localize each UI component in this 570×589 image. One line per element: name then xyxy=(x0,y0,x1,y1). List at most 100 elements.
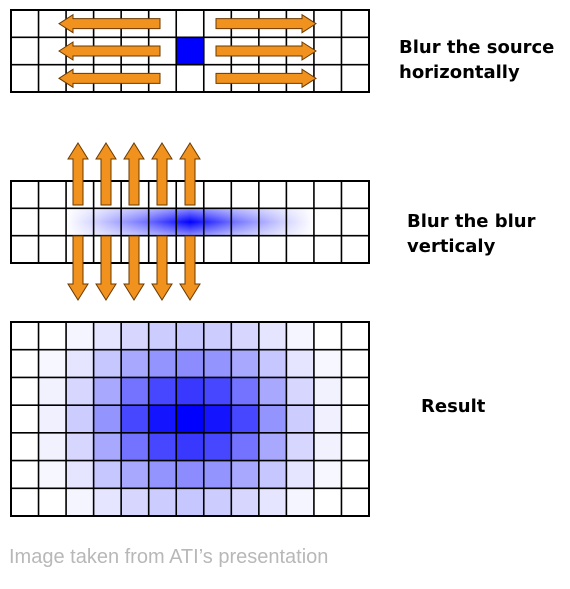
result-cell xyxy=(38,405,67,433)
source-grid-border xyxy=(10,9,370,93)
horizontal-blur-softening xyxy=(66,208,314,236)
result-cell xyxy=(66,349,94,378)
result-grid-border xyxy=(10,321,370,517)
step1-label: Blur the source horizontally xyxy=(399,35,554,85)
down-arrow xyxy=(95,235,117,301)
result-cell xyxy=(38,432,67,461)
result-cell xyxy=(313,405,342,433)
down-arrow xyxy=(123,235,145,301)
result-cell xyxy=(203,488,232,516)
up-arrow xyxy=(179,142,201,206)
result-cell xyxy=(176,432,204,461)
result-cell xyxy=(286,377,314,406)
result-cell xyxy=(258,377,287,406)
result-cell xyxy=(313,432,342,461)
result-cell xyxy=(231,322,259,350)
result-cell xyxy=(148,488,177,516)
step3-label: Result xyxy=(421,394,485,419)
result-cell xyxy=(314,350,342,378)
result-cell xyxy=(203,405,232,433)
right-arrow xyxy=(215,41,317,61)
result-cell xyxy=(121,377,149,406)
left-arrow xyxy=(58,68,161,89)
result-cell xyxy=(314,461,342,489)
result-cell xyxy=(176,488,204,516)
result-cell xyxy=(176,322,204,350)
result-grid xyxy=(10,321,370,517)
left-arrow xyxy=(58,41,161,61)
result-cell xyxy=(121,488,149,516)
result-cell xyxy=(121,460,149,489)
result-cell xyxy=(148,432,177,461)
step2-label-line2: verticaly xyxy=(407,236,496,257)
step1-label-line2: horizontally xyxy=(399,62,520,83)
result-cell xyxy=(121,405,149,433)
result-cell xyxy=(203,349,232,378)
image-credit: Image taken from ATI’s presentation xyxy=(9,546,329,568)
result-cell xyxy=(93,432,122,461)
result-cell xyxy=(286,322,314,350)
result-cell xyxy=(258,460,287,489)
result-cell xyxy=(258,349,287,378)
step3-label-line1: Result xyxy=(421,396,486,417)
result-cell xyxy=(231,349,259,378)
result-cell xyxy=(286,349,314,378)
result-cell xyxy=(148,377,177,406)
result-cell xyxy=(286,432,314,461)
result-cell xyxy=(231,405,259,433)
result-cell xyxy=(121,432,149,461)
result-cell xyxy=(176,377,204,406)
right-arrow xyxy=(215,13,317,34)
result-cell xyxy=(203,432,232,461)
result-cell xyxy=(258,405,287,433)
result-cell xyxy=(203,322,232,350)
result-cell xyxy=(148,322,177,350)
left-arrow xyxy=(58,13,161,34)
result-cell xyxy=(93,460,122,489)
result-cell xyxy=(176,460,204,489)
result-cell xyxy=(93,322,122,350)
result-cell xyxy=(66,322,94,350)
up-arrow xyxy=(123,142,145,206)
up-arrow xyxy=(95,142,117,206)
result-cell xyxy=(286,460,314,489)
result-cell xyxy=(286,405,314,433)
result-cell xyxy=(258,432,287,461)
arrows xyxy=(58,13,317,301)
result-cell xyxy=(148,460,177,489)
result-cell xyxy=(176,405,204,433)
result-cell xyxy=(66,377,94,406)
result-cell xyxy=(258,322,287,350)
cell-fills xyxy=(38,37,342,516)
right-arrow xyxy=(215,68,317,89)
result-cell xyxy=(93,488,122,516)
up-arrow xyxy=(151,142,173,206)
result-cell xyxy=(148,349,177,378)
result-cell xyxy=(231,460,259,489)
result-cell xyxy=(203,460,232,489)
result-cell xyxy=(176,349,204,378)
result-cell xyxy=(66,405,94,433)
down-arrow xyxy=(179,235,201,301)
result-cell xyxy=(231,488,259,516)
down-arrow xyxy=(151,235,173,301)
result-cell xyxy=(121,349,149,378)
result-cell xyxy=(203,377,232,406)
result-cell xyxy=(39,461,67,489)
step2-label-line1: Blur the blur xyxy=(407,211,536,232)
result-cell xyxy=(39,350,67,378)
result-cell xyxy=(93,377,122,406)
result-cell xyxy=(148,405,177,433)
result-cell xyxy=(286,488,314,516)
result-cell xyxy=(66,488,94,516)
result-cell xyxy=(231,377,259,406)
result-cell xyxy=(313,377,342,406)
result-cell xyxy=(231,432,259,461)
result-cell xyxy=(93,349,122,378)
result-cell xyxy=(93,405,122,433)
up-arrow xyxy=(67,142,89,206)
step2-label: Blur the blur verticaly xyxy=(407,209,536,259)
result-cell xyxy=(38,377,67,406)
